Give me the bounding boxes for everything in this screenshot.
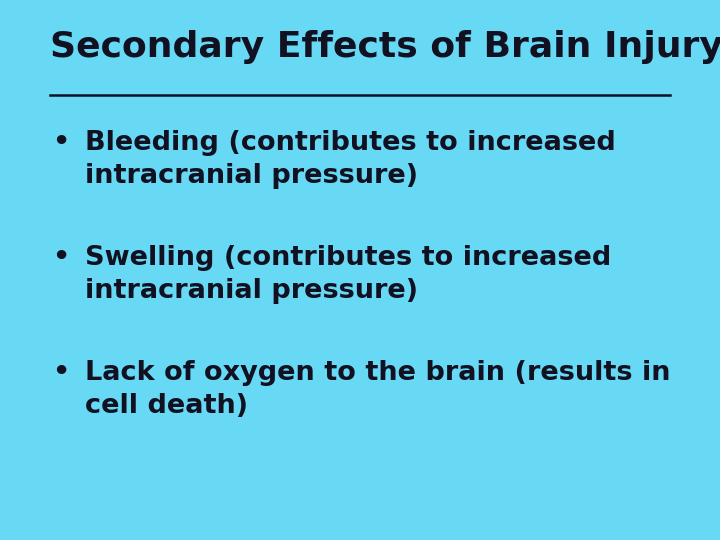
Text: Bleeding (contributes to increased
intracranial pressure): Bleeding (contributes to increased intra… xyxy=(85,130,616,189)
Text: •: • xyxy=(52,360,69,386)
Text: Secondary Effects of Brain Injury: Secondary Effects of Brain Injury xyxy=(50,30,720,64)
Text: •: • xyxy=(52,130,69,156)
Text: •: • xyxy=(52,245,69,271)
Text: Lack of oxygen to the brain (results in
cell death): Lack of oxygen to the brain (results in … xyxy=(85,360,670,419)
Text: Swelling (contributes to increased
intracranial pressure): Swelling (contributes to increased intra… xyxy=(85,245,611,304)
